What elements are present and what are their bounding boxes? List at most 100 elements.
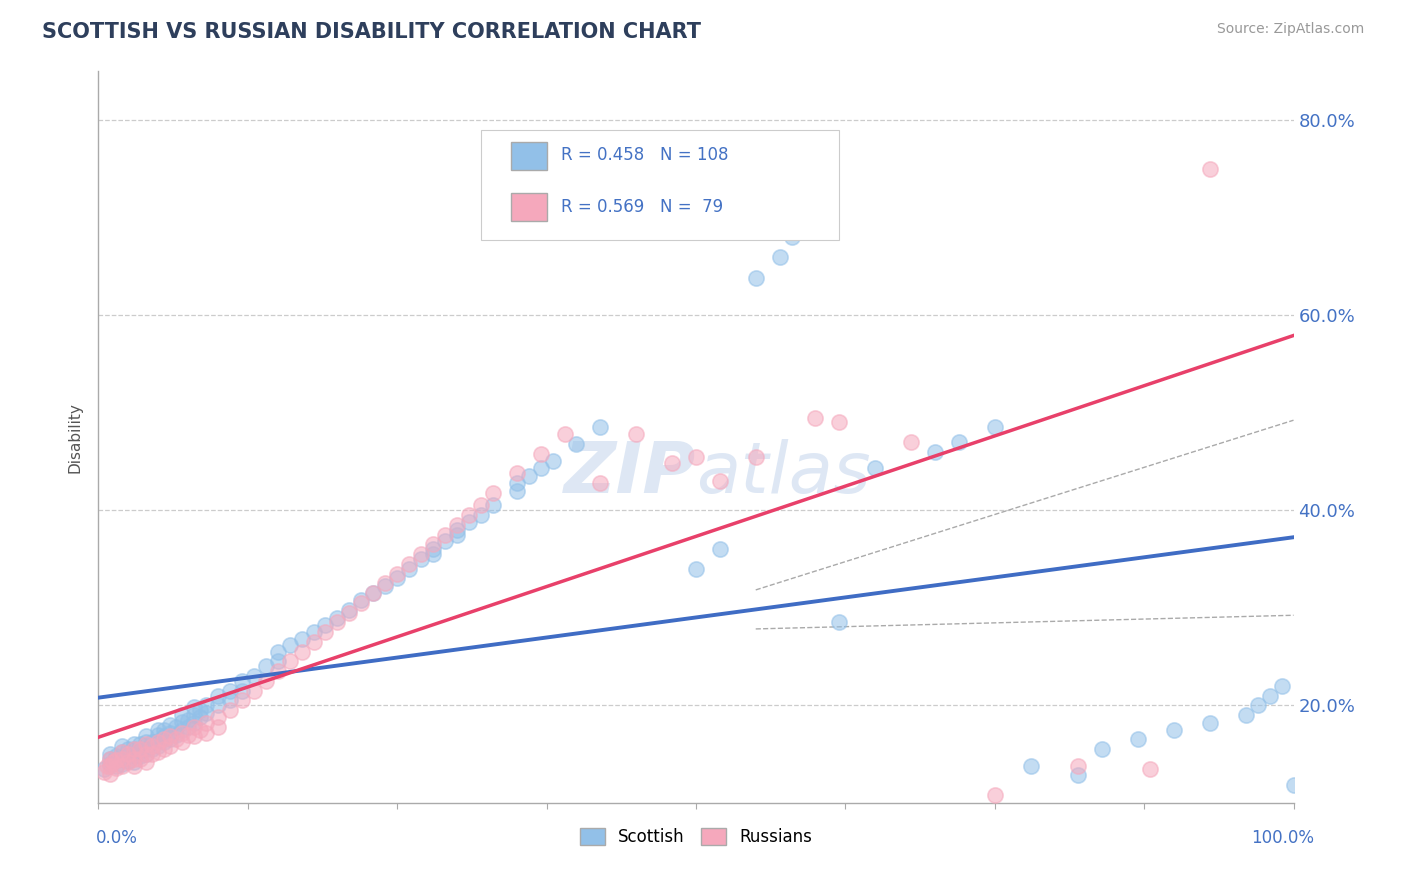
Point [398, 557, 420, 571]
Point [326, 610, 349, 624]
Point [541, 454, 564, 468]
Point [177, 713, 200, 727]
Point [135, 730, 157, 744]
Text: Source: ZipAtlas.com: Source: ZipAtlas.com [1216, 22, 1364, 37]
Point [98, 766, 122, 780]
Point [1019, 758, 1042, 772]
Point [117, 742, 139, 756]
Legend: Scottish, Russians: Scottish, Russians [572, 822, 820, 853]
Point [165, 727, 187, 741]
Point [243, 683, 266, 698]
Point [589, 475, 612, 490]
Point [302, 635, 325, 649]
Point [183, 700, 205, 714]
Point [231, 683, 253, 698]
Point [124, 749, 146, 764]
Point [434, 527, 457, 541]
Point [124, 752, 146, 766]
Point [350, 593, 373, 607]
Point [148, 745, 170, 759]
Point [1091, 742, 1114, 756]
Point [828, 416, 851, 430]
Point [1234, 708, 1257, 723]
Point [374, 579, 396, 593]
Point [141, 739, 163, 754]
Point [219, 693, 242, 707]
Point [339, 606, 361, 620]
Point [111, 745, 134, 759]
Point [159, 725, 181, 739]
Y-axis label: Disability: Disability [67, 401, 83, 473]
Point [148, 723, 170, 737]
Text: 100.0%: 100.0% [1251, 829, 1315, 847]
Point [530, 447, 553, 461]
Point [506, 466, 529, 480]
Point [153, 742, 176, 756]
Point [804, 410, 827, 425]
Point [195, 698, 218, 713]
Point [626, 427, 648, 442]
Point [207, 698, 229, 713]
Point [207, 720, 229, 734]
Point [153, 723, 176, 737]
Point [93, 764, 115, 779]
Point [165, 720, 187, 734]
Point [302, 625, 325, 640]
Point [195, 715, 218, 730]
Point [745, 271, 768, 285]
Point [129, 752, 152, 766]
Point [172, 725, 194, 739]
Point [411, 547, 433, 561]
Point [267, 664, 290, 678]
Point [195, 725, 218, 739]
Point [98, 747, 122, 761]
Point [188, 703, 211, 717]
Point [105, 758, 128, 772]
Point [924, 444, 946, 458]
Point [111, 758, 134, 772]
Point [291, 645, 314, 659]
Point [183, 730, 205, 744]
Point [231, 693, 253, 707]
Point [135, 737, 157, 751]
Point [207, 689, 229, 703]
Text: SCOTTISH VS RUSSIAN DISABILITY CORRELATION CHART: SCOTTISH VS RUSSIAN DISABILITY CORRELATI… [42, 22, 702, 42]
Point [685, 562, 707, 576]
Point [530, 461, 553, 475]
Point [148, 734, 170, 748]
Text: 0.0%: 0.0% [96, 829, 138, 847]
Text: ZIP: ZIP [564, 439, 696, 508]
Point [326, 615, 349, 630]
Point [159, 730, 181, 744]
Point [984, 420, 1007, 434]
Point [1128, 732, 1150, 747]
Point [111, 756, 134, 771]
Point [661, 457, 683, 471]
Point [98, 758, 122, 772]
Point [111, 752, 134, 766]
Point [124, 737, 146, 751]
Point [129, 737, 152, 751]
Point [135, 755, 157, 769]
Point [124, 758, 146, 772]
Point [363, 586, 385, 600]
Point [1199, 715, 1222, 730]
Point [219, 703, 242, 717]
Point [984, 788, 1007, 802]
Point [565, 437, 588, 451]
Point [243, 669, 266, 683]
Point [470, 508, 492, 522]
Point [135, 742, 157, 756]
Point [254, 659, 277, 673]
Point [98, 752, 122, 766]
Point [165, 732, 187, 747]
Point [446, 527, 468, 541]
Point [177, 727, 200, 741]
Point [153, 732, 176, 747]
Point [350, 596, 373, 610]
Point [458, 508, 481, 522]
Point [745, 450, 768, 464]
Point [267, 654, 290, 668]
Point [172, 723, 194, 737]
Point [188, 723, 211, 737]
